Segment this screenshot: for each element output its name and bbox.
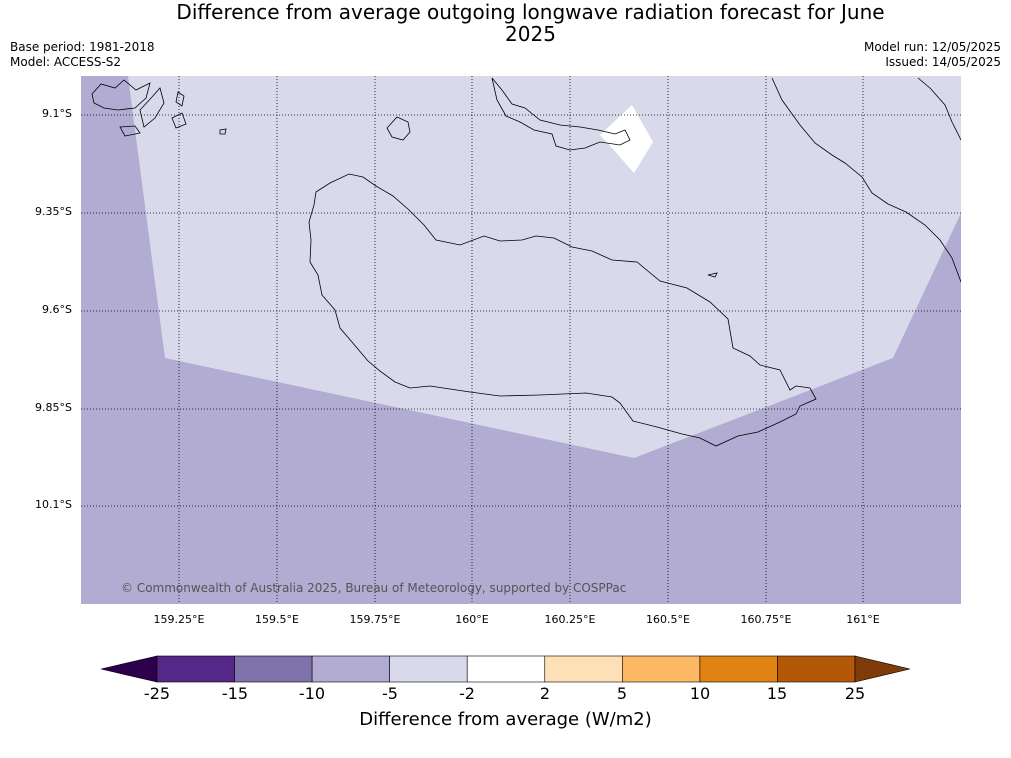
x-tick-label: 160.25°E [544,613,596,626]
islet-coastline [175,91,185,107]
colorbar-tick-label: -5 [382,684,398,703]
x-tick-label: 159.25°E [153,613,205,626]
model-name: Model: ACCESS-S2 [10,55,122,69]
colorbar-segment [389,655,468,683]
gridlines [81,76,961,604]
colorbar-segment [466,655,546,683]
colorbar-segment [622,655,701,683]
colorbar-segment [777,655,856,683]
guadalcanal-coastline [308,173,817,447]
colorbar-tick-label: 15 [766,684,788,703]
islet-coastline [219,128,227,135]
colorbar-tick-label: -10 [298,684,326,703]
colorbar [100,655,911,683]
colorbar-extend-high [854,655,911,683]
islet-coastline [119,125,141,137]
map-area [81,76,961,604]
colorbar-extend-low [100,655,158,683]
colorbar-segment [699,655,778,683]
x-tick-label: 161°E [846,613,880,626]
anomaly-region-minus5-minus2 [128,76,961,458]
y-tick-label: 9.85°S [35,401,72,414]
anomaly-region-neutral [600,105,653,173]
malaita-coastline [771,77,961,283]
savo-island-coastline [386,116,411,141]
colorbar-title: Difference from average (W/m2) [359,709,652,730]
y-tick-label: 9.6°S [42,303,72,316]
copyright-notice: © Commonwealth of Australia 2025, Bureau… [121,581,627,595]
islet-coastline [707,272,718,278]
x-tick-label: 160.75°E [740,613,792,626]
islet-coastline [171,112,187,129]
y-tick-label: 9.1°S [42,107,72,120]
meta-right: Model run: 12/05/2025 Issued: 14/05/2025 [864,40,1001,70]
y-tick-label: 9.35°S [35,205,72,218]
florida-islands-coastline [491,77,631,151]
colorbar-tick-label: 2 [539,684,551,703]
x-tick-label: 160.5°E [646,613,690,626]
colorbar-tick-label: -15 [221,684,249,703]
map-title: Difference from average outgoing longwav… [176,0,885,46]
x-tick-label: 159.75°E [349,613,401,626]
malaita-coastline [917,77,961,141]
base-period: Base period: 1981-2018 [10,40,155,54]
colorbar-tick-label: -2 [459,684,475,703]
colorbar-tick-label: -25 [143,684,171,703]
colorbar-segment [234,655,313,683]
meta-left: Base period: 1981-2018 Model: ACCESS-S2 [10,40,155,70]
colorbar-segment [156,655,235,683]
colorbar-tick-label: 10 [689,684,711,703]
russell-islands-coastline [91,79,151,111]
x-tick-label: 159.5°E [255,613,299,626]
model-run: Model run: 12/05/2025 [863,40,1001,54]
y-tick-label: 10.1°S [35,498,72,511]
colorbar-tick-label: 25 [844,684,866,703]
colorbar-segment [311,655,390,683]
colorbar-tick-label: 5 [616,684,628,703]
x-tick-label: 160°E [455,613,489,626]
islet-coastline [139,87,165,128]
colorbar-segment [544,655,623,683]
issued-date: Issued: 14/05/2025 [885,55,1001,69]
